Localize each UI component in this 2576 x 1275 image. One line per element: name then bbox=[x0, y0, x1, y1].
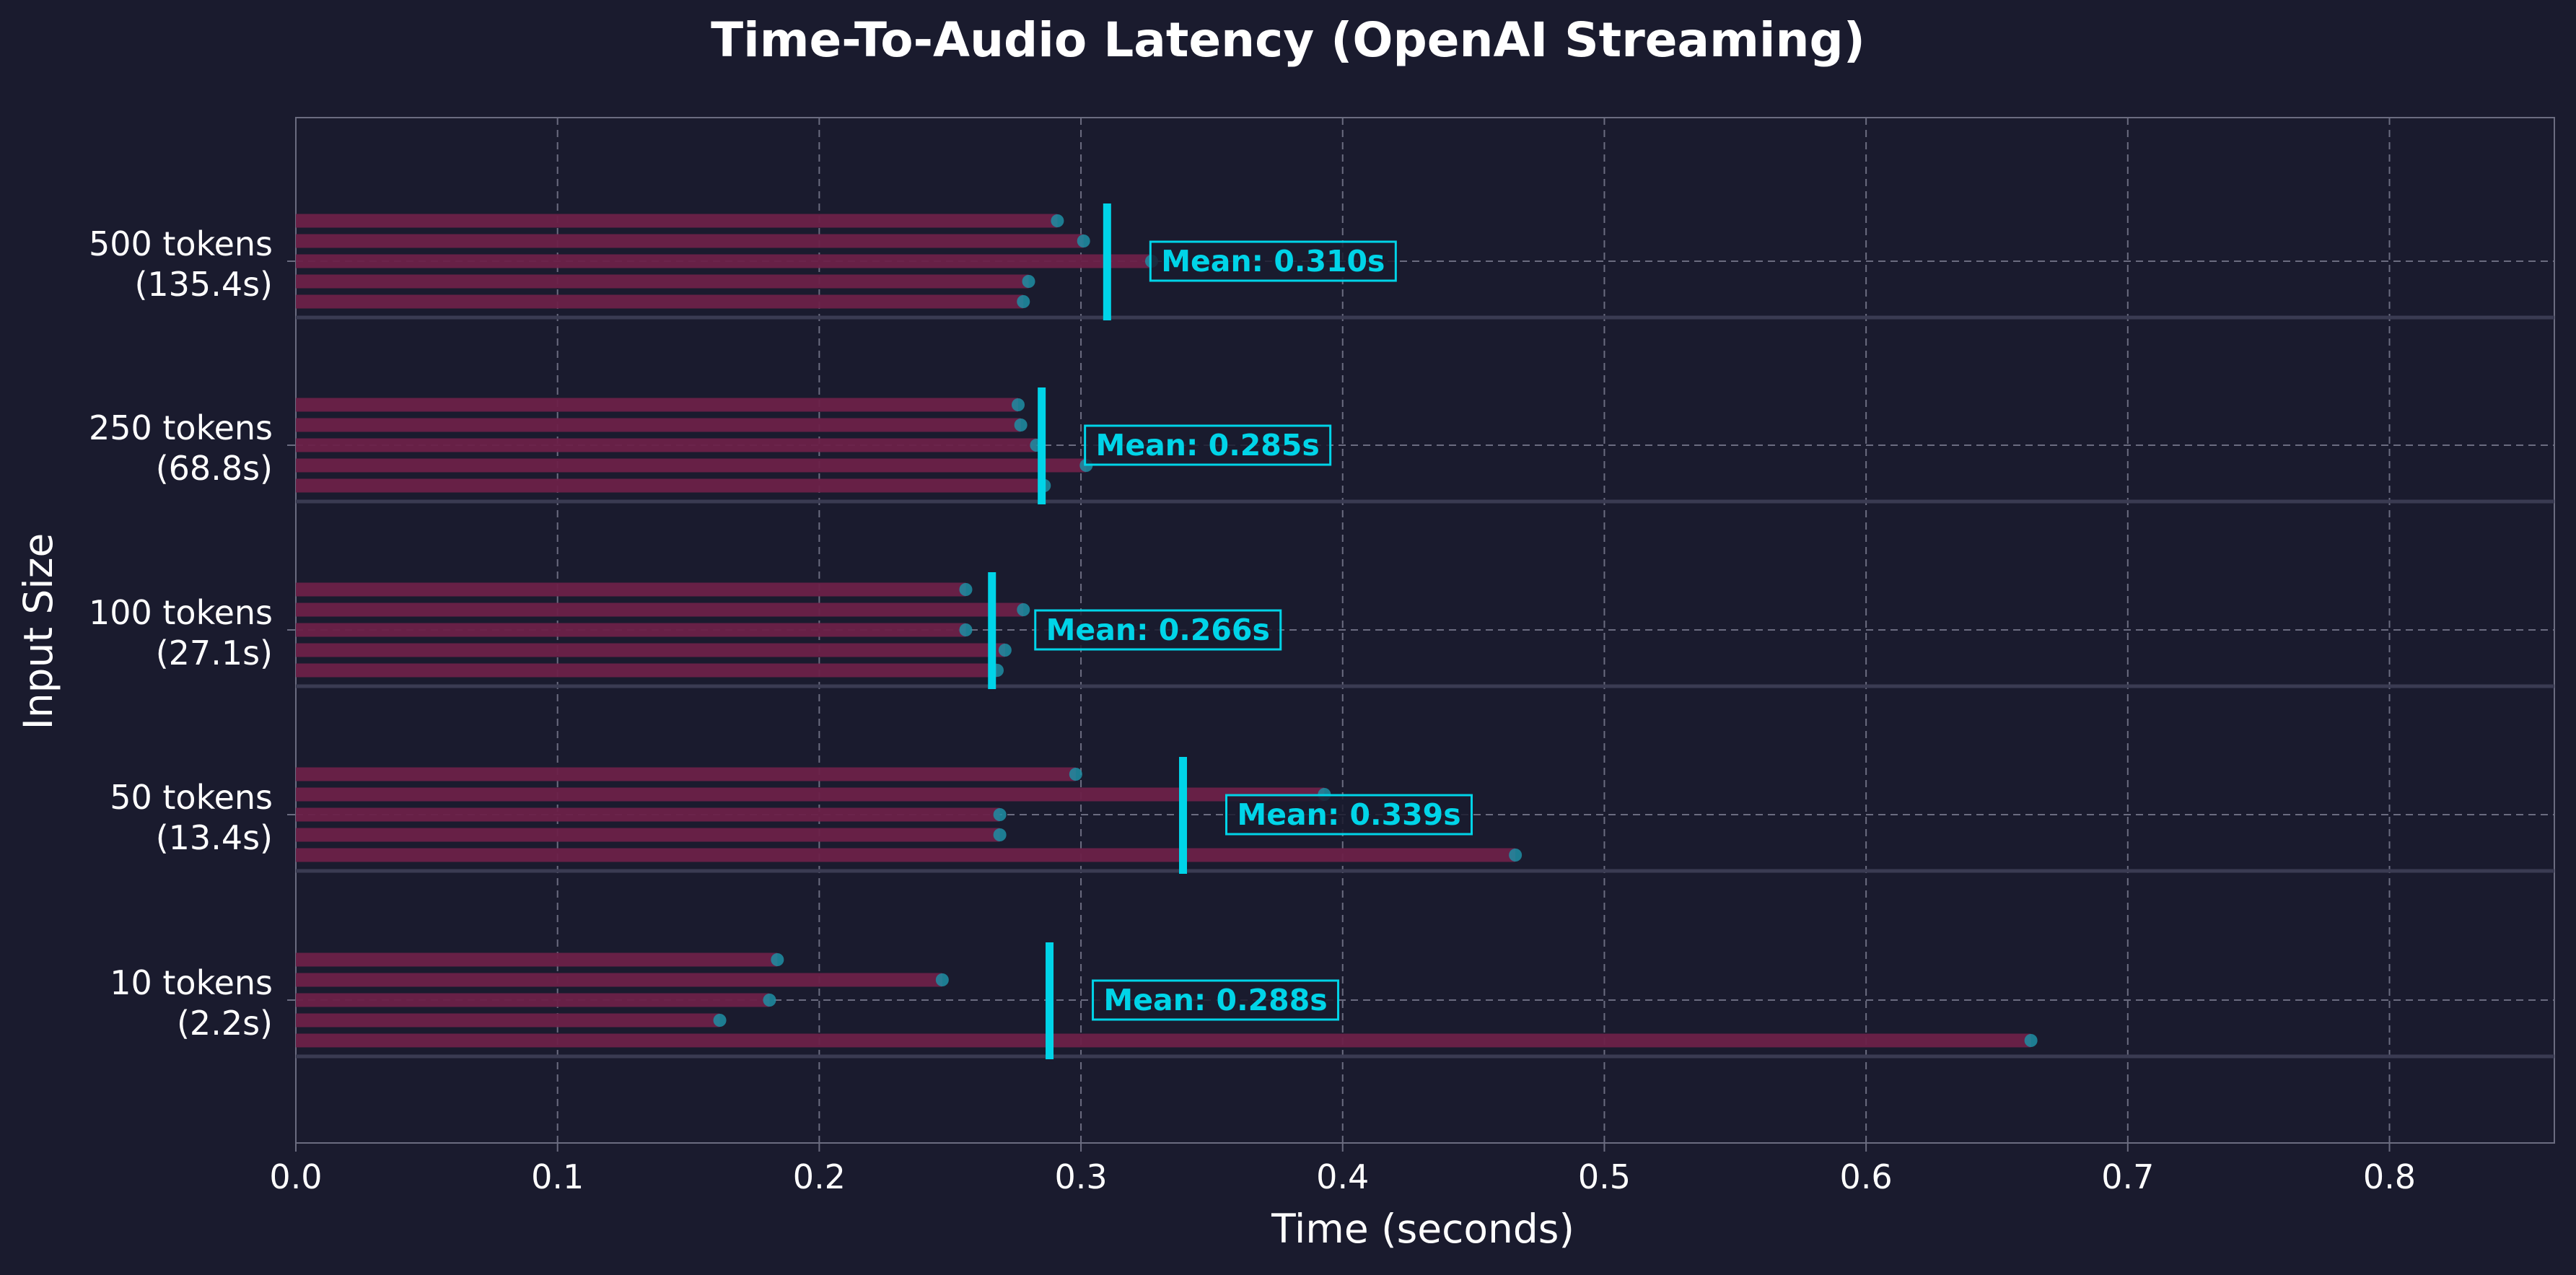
latency-bar bbox=[296, 828, 1000, 842]
latency-bar bbox=[296, 787, 1325, 802]
mean-label: Mean: 0.339s bbox=[1237, 797, 1460, 832]
latency-bar bbox=[296, 438, 1037, 452]
chart-title: Time-To-Audio Latency (OpenAI Streaming) bbox=[711, 12, 1865, 68]
latency-point bbox=[1077, 235, 1090, 247]
latency-bar bbox=[296, 418, 1021, 432]
latency-bar bbox=[296, 848, 1516, 862]
latency-bar bbox=[296, 993, 770, 1007]
latency-bar bbox=[296, 1013, 720, 1028]
y-tick-label: 100 tokens bbox=[89, 593, 273, 632]
latency-bar bbox=[296, 274, 1029, 289]
latency-bar bbox=[296, 643, 1005, 657]
latency-point bbox=[771, 953, 784, 966]
latency-bar bbox=[296, 663, 998, 678]
latency-point bbox=[959, 623, 973, 636]
y-tick-sublabel: (68.8s) bbox=[156, 449, 273, 488]
mean-label: Mean: 0.288s bbox=[1103, 983, 1327, 1017]
x-tick-label: 0.3 bbox=[1054, 1157, 1107, 1196]
latency-bar bbox=[296, 623, 966, 637]
y-tick-label: 10 tokens bbox=[110, 963, 273, 1002]
latency-bar bbox=[296, 214, 1058, 228]
latency-point bbox=[998, 644, 1012, 657]
latency-point bbox=[763, 994, 776, 1007]
mean-label-box bbox=[1084, 424, 1332, 466]
plot-area: 0.0 0.1 0.2 0.3 0.4 0.5 0.6 0.7 0.8 10 tokens(2.2… bbox=[89, 117, 2555, 1196]
x-tick-label: 0.7 bbox=[2101, 1157, 2154, 1196]
latency-bar bbox=[296, 458, 1087, 473]
latency-point bbox=[993, 808, 1007, 821]
latency-bar bbox=[296, 767, 1076, 781]
latency-bar bbox=[296, 603, 1024, 617]
y-tick-sublabel: (2.2s) bbox=[177, 1004, 273, 1043]
y-tick-label: 500 tokens bbox=[89, 224, 273, 263]
y-tick-sublabel: (13.4s) bbox=[156, 818, 273, 857]
y-tick-sublabel: (135.4s) bbox=[134, 265, 273, 304]
latency-point bbox=[1022, 275, 1035, 288]
mean-label-box bbox=[1034, 609, 1282, 651]
latency-bar bbox=[296, 952, 778, 967]
x-tick-label: 0.6 bbox=[1840, 1157, 1893, 1196]
latency-bar bbox=[296, 973, 942, 987]
y-axis-label: Input Size bbox=[15, 533, 61, 730]
latency-point bbox=[935, 973, 949, 986]
y-tick-label: 50 tokens bbox=[110, 778, 273, 817]
x-tick-label: 0.1 bbox=[531, 1157, 584, 1196]
x-tick-label: 0.5 bbox=[1578, 1157, 1631, 1196]
latency-point bbox=[2024, 1034, 2038, 1047]
mean-label-box bbox=[1092, 979, 1340, 1021]
x-tick-label: 0.8 bbox=[2363, 1157, 2416, 1196]
latency-bar bbox=[296, 478, 1045, 493]
y-tick-label: 250 tokens bbox=[89, 408, 273, 447]
latency-point bbox=[1017, 603, 1030, 616]
latency-bar bbox=[296, 1033, 2031, 1048]
latency-point bbox=[1509, 849, 1523, 862]
mean-label: Mean: 0.310s bbox=[1161, 244, 1385, 279]
latency-bar bbox=[296, 254, 1152, 268]
latency-bar bbox=[296, 294, 1024, 309]
y-tick-sublabel: (27.1s) bbox=[156, 634, 273, 672]
mean-label: Mean: 0.266s bbox=[1046, 613, 1270, 647]
mean-label-box bbox=[1149, 240, 1397, 282]
x-tick-label: 0.4 bbox=[1316, 1157, 1369, 1196]
latency-bar bbox=[296, 807, 1000, 822]
x-axis-label: Time (seconds) bbox=[1271, 1206, 1574, 1252]
mean-label-box bbox=[1225, 794, 1473, 836]
latency-point bbox=[993, 828, 1007, 841]
latency-point bbox=[1069, 768, 1082, 781]
latency-point bbox=[1012, 398, 1025, 411]
latency-point bbox=[959, 583, 973, 596]
x-tick-label: 0.2 bbox=[793, 1157, 846, 1196]
latency-bar bbox=[296, 582, 966, 597]
latency-bar bbox=[296, 234, 1084, 248]
mean-label: Mean: 0.285s bbox=[1096, 428, 1320, 463]
x-tick-label: 0.0 bbox=[269, 1157, 322, 1196]
latency-point bbox=[713, 1014, 727, 1027]
latency-point bbox=[1017, 295, 1030, 308]
latency-point bbox=[1014, 419, 1028, 431]
latency-bar bbox=[296, 398, 1019, 412]
latency-point bbox=[1051, 214, 1064, 227]
